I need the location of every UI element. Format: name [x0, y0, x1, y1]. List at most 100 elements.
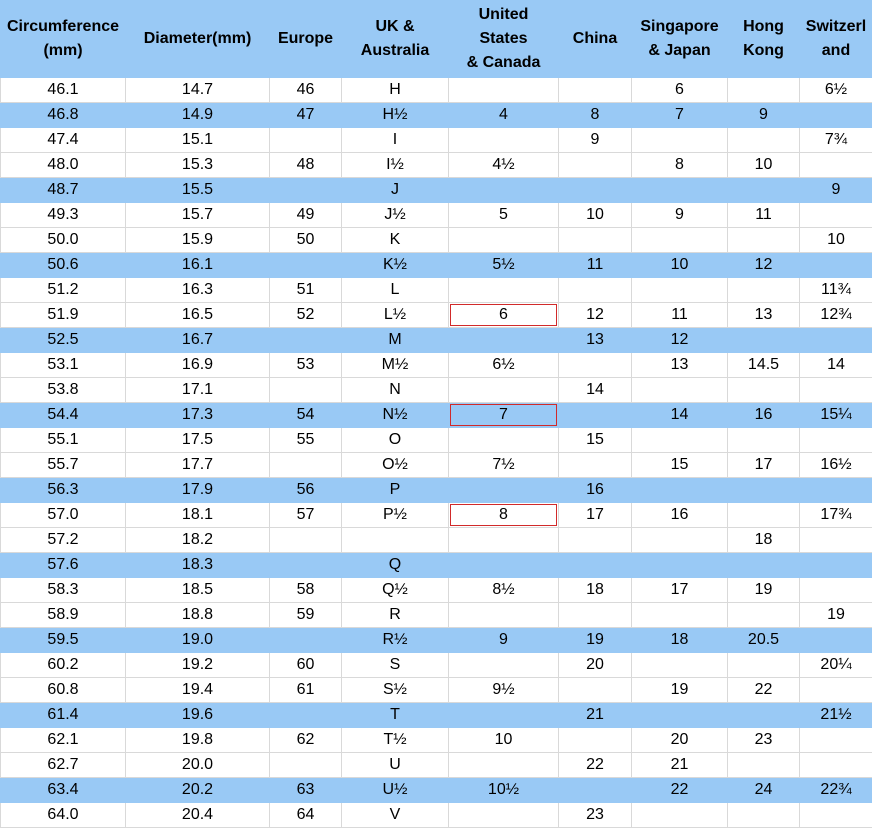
col-us-canada-cell	[449, 528, 559, 553]
header-line: Kong	[728, 39, 799, 63]
header-line: Circumference	[1, 15, 125, 39]
col-hong-kong-cell	[728, 328, 800, 353]
col-china-cell	[559, 228, 632, 253]
col-china-cell	[559, 453, 632, 478]
col-us-canada-cell	[449, 278, 559, 303]
col-diameter-cell: 19.8	[126, 728, 270, 753]
col-singapore-japan-cell: 17	[632, 578, 728, 603]
col-hong-kong-cell	[728, 78, 800, 103]
col-europe-cell: 48	[270, 153, 342, 178]
col-diameter-cell: 16.3	[126, 278, 270, 303]
col-circumference-cell: 62.1	[1, 728, 126, 753]
col-diameter-cell: 16.5	[126, 303, 270, 328]
col-us-canada-cell: 4½	[449, 153, 559, 178]
col-us-canada-cell	[449, 128, 559, 153]
col-diameter-cell: 20.0	[126, 753, 270, 778]
header-line: Australia	[342, 39, 448, 63]
col-uk-australia-cell: U	[342, 753, 449, 778]
col-us-canada-cell: 8½	[449, 578, 559, 603]
col-uk-australia-cell: N	[342, 378, 449, 403]
col-us-canada-cell	[449, 328, 559, 353]
col-hong-kong-cell: 20.5	[728, 628, 800, 653]
col-circumference-cell: 51.2	[1, 278, 126, 303]
col-uk-australia-cell: T	[342, 703, 449, 728]
col-uk-australia-cell: Q½	[342, 578, 449, 603]
col-uk-australia-cell: V	[342, 803, 449, 828]
col-switzerland-cell	[800, 578, 872, 603]
col-singapore-japan-cell	[632, 528, 728, 553]
col-circumference-cell: 53.8	[1, 378, 126, 403]
col-circumference-cell: 57.2	[1, 528, 126, 553]
col-circumference-cell: 47.4	[1, 128, 126, 153]
col-uk-australia-cell: P	[342, 478, 449, 503]
col-switzerland-cell	[800, 803, 872, 828]
col-circumference-cell: 62.7	[1, 753, 126, 778]
col-circumference-cell: 46.1	[1, 78, 126, 103]
col-circumference-cell: 51.9	[1, 303, 126, 328]
col-europe-cell: 54	[270, 403, 342, 428]
col-switzerland-cell	[800, 328, 872, 353]
col-china-cell: 10	[559, 203, 632, 228]
col-circumference-cell: 58.9	[1, 603, 126, 628]
col-hong-kong-cell	[728, 753, 800, 778]
col-hong-kong-cell: 12	[728, 253, 800, 278]
col-circumference-cell: 54.4	[1, 403, 126, 428]
col-diameter-cell: 15.7	[126, 203, 270, 228]
col-hong-kong-cell: 10	[728, 153, 800, 178]
col-us-canada-cell: 10½	[449, 778, 559, 803]
col-singapore-japan-cell	[632, 378, 728, 403]
col-circumference-cell: 50.6	[1, 253, 126, 278]
col-europe-cell: 55	[270, 428, 342, 453]
col-switzerland-cell: 11¾	[800, 278, 872, 303]
col-switzerland-cell: 9	[800, 178, 872, 203]
col-switzerland-cell: 17¾	[800, 503, 872, 528]
col-singapore-japan-cell	[632, 478, 728, 503]
col-europe-cell: 60	[270, 653, 342, 678]
col-singapore-japan-cell: 16	[632, 503, 728, 528]
col-switzerland-cell: 15¼	[800, 403, 872, 428]
col-china-cell	[559, 603, 632, 628]
col-singapore-japan-cell	[632, 653, 728, 678]
col-diameter-cell: 17.1	[126, 378, 270, 403]
col-china-cell: 20	[559, 653, 632, 678]
col-us-canada-cell	[449, 553, 559, 578]
col-switzerland-cell: 12¾	[800, 303, 872, 328]
col-us-canada-cell	[449, 78, 559, 103]
col-switzerland-cell: 14	[800, 353, 872, 378]
col-hong-kong-cell	[728, 228, 800, 253]
col-uk-australia-cell: M	[342, 328, 449, 353]
col-diameter-cell: 15.5	[126, 178, 270, 203]
col-china-cell: 19	[559, 628, 632, 653]
col-china-cell: 11	[559, 253, 632, 278]
col-diameter-cell: 19.2	[126, 653, 270, 678]
col-uk-australia-cell: M½	[342, 353, 449, 378]
col-us-canada-cell: 10	[449, 728, 559, 753]
col-diameter-cell: 18.8	[126, 603, 270, 628]
header-line: Europe	[270, 27, 341, 51]
col-europe-cell: 63	[270, 778, 342, 803]
col-diameter-cell: 16.1	[126, 253, 270, 278]
col-singapore-japan-cell	[632, 278, 728, 303]
col-uk-australia-cell: I½	[342, 153, 449, 178]
col-europe-cell: 56	[270, 478, 342, 503]
col-us-canada-cell	[449, 753, 559, 778]
col-china-cell	[559, 353, 632, 378]
col-singapore-japan-cell	[632, 803, 728, 828]
col-switzerland-cell: 21½	[800, 703, 872, 728]
header-line: & Japan	[632, 39, 727, 63]
col-hong-kong-cell	[728, 178, 800, 203]
col-hong-kong-cell: 18	[728, 528, 800, 553]
col-circumference-cell: 64.0	[1, 803, 126, 828]
col-switzerland-cell	[800, 103, 872, 128]
col-singapore-japan-cell	[632, 178, 728, 203]
